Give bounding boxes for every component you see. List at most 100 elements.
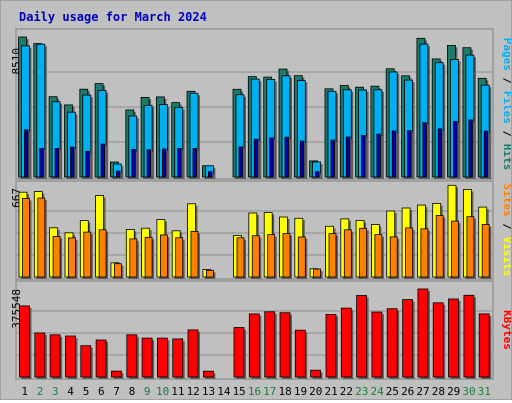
panel-bottom-series-labels: KBytes [501,310,511,350]
bar-pages [70,146,75,178]
bar-pages [330,139,335,178]
bar-pages [361,134,366,178]
bar-sites [359,227,368,278]
bar-kbytes [432,302,444,378]
bar-kbytes [19,305,30,378]
bar-kbytes [156,337,168,378]
x-tick-label: 4 [67,385,74,398]
bar-kbytes [65,335,76,378]
bar-kbytes [95,339,107,378]
chart-title: Daily usage for March 2024 [19,10,207,24]
bar-pages [376,133,381,178]
x-tick-label: 14 [217,385,231,398]
x-tick-label: 29 [447,385,460,398]
bar-pages [39,148,44,178]
bar-pages [422,122,427,178]
bar-sites [374,234,383,278]
bar-pages [483,130,489,178]
bar-kbytes [294,329,306,378]
bar-pages [161,148,167,178]
panel-middle: 667 [10,180,494,280]
panel-top: 8510 [10,28,494,180]
bar-kbytes [279,312,291,378]
bar-sites [389,236,398,278]
bar-kbytes [34,332,46,378]
panel-bottom: 375548 [10,280,494,380]
bar-sites [343,229,352,278]
x-tick-label: 25 [386,385,399,398]
x-tick-label: 31 [478,385,491,398]
x-tick-label: 17 [263,385,276,398]
bar-pages [131,148,136,178]
x-tick-label: 27 [416,385,429,398]
panel-middle-series-labels: Sites / Visits [501,184,511,277]
bar-pages [345,136,351,178]
bar-kbytes [187,329,199,378]
x-tick-label: 6 [98,385,105,398]
bar-sites [52,235,61,278]
bar-pages [253,138,259,178]
bar-kbytes [172,338,184,378]
bar-kbytes [386,308,398,378]
x-tick-label: 23 [355,385,368,398]
x-tick-label: 20 [309,385,322,398]
bar-sites [435,215,444,278]
bar-sites [205,269,214,278]
bar-kbytes [448,298,459,378]
bar-kbytes [264,311,276,378]
bar-kbytes [126,334,138,378]
x-tick-label: 5 [83,385,90,398]
x-tick-label: 12 [187,385,200,398]
bar-pages [54,147,59,178]
x-tick-label: 2 [37,385,44,398]
x-tick-label: 11 [171,385,184,398]
label-separator: / [501,71,511,91]
bar-pages [453,121,458,178]
bar-sites [420,228,429,278]
bar-kbytes [463,294,475,378]
bar-sites [466,216,475,278]
bar-pages [238,146,243,178]
series-label-pages: Pages [501,38,511,71]
bar-sites [98,229,107,278]
bar-sites [236,237,245,278]
bar-pages [85,150,90,178]
bar-kbytes [248,313,260,378]
series-label-files: Files [501,91,511,124]
bar-sites [328,233,337,278]
bar-sites [481,224,490,278]
bar-sites [68,237,76,278]
bar-sites [405,227,414,278]
bar-sites [159,234,168,278]
bar-kbytes [371,311,383,378]
bar-pages [100,143,105,178]
bar-sites [297,236,306,278]
x-tick-label: 28 [432,385,445,398]
x-tick-label: 21 [324,385,337,398]
bar-sites [114,263,122,278]
bar-pages [407,130,412,178]
x-tick-label: 3 [52,385,59,398]
label-separator: / [501,217,511,237]
x-tick-label: 15 [233,385,246,398]
bar-sites [175,237,184,278]
bar-pages [116,170,121,178]
bar-kbytes [356,295,368,378]
bar-kbytes [417,288,429,378]
bar-pages [284,136,289,178]
bar-sites [144,236,153,278]
bar-pages [177,147,182,178]
bar-kbytes [80,345,92,378]
bar-pages [437,128,443,178]
bar-kbytes [141,337,153,378]
bar-sites [83,231,92,278]
panel-top-series-labels: Pages / Files / Hits [501,38,511,171]
bar-sites [37,197,46,278]
bar-sites [451,220,459,278]
x-tick-label: 30 [462,385,475,398]
x-tick-label: 24 [370,385,384,398]
bar-kbytes [233,327,245,378]
x-tick-label: 16 [248,385,261,398]
